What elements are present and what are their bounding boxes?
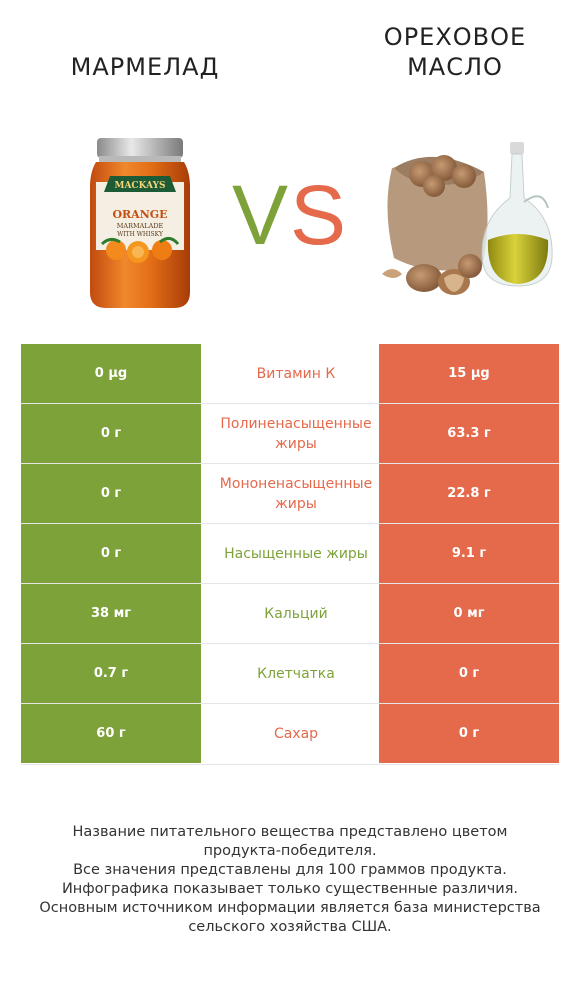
right-value: 0 мг [379, 584, 559, 643]
right-title-line1: ОРЕХОВОЕ [383, 23, 527, 51]
table-row: 38 мг Кальций 0 мг [21, 584, 559, 644]
left-value: 0 г [21, 464, 201, 523]
table-row: 0 µg Витамин К 15 µg [21, 344, 559, 404]
footer-line: Инфографика показывает только существенн… [61, 881, 519, 897]
jar-brand-text: MACKAYS [114, 181, 165, 191]
left-value: 38 мг [21, 584, 201, 643]
table-row: 60 г Сахар 0 г [21, 704, 559, 764]
nutrient-label: Кальций [201, 584, 379, 643]
left-value: 60 г [21, 704, 201, 763]
table-row: 0.7 г Клетчатка 0 г [21, 644, 559, 704]
nutrient-label: Сахар [201, 704, 379, 763]
left-value: 0.7 г [21, 644, 201, 703]
marmalade-jar-image: MACKAYS ORANGE MARMALADE WITH WHISKY [90, 138, 190, 308]
right-value: 9.1 г [379, 524, 559, 583]
left-product-title: МАРМЕЛАД [70, 53, 220, 81]
nutrient-label: Клетчатка [201, 644, 379, 703]
table-row: 0 г Насыщенные жиры 9.1 г [21, 524, 559, 584]
nutrient-label: Мононенасыщенные жиры [201, 464, 379, 523]
left-value: 0 г [21, 404, 201, 463]
footer-line: сельского хозяйства США. [188, 919, 392, 935]
footer-line: Основным источником информации является … [39, 900, 541, 916]
right-value: 15 µg [379, 344, 559, 403]
right-value: 22.8 г [379, 464, 559, 523]
table-row: 0 г Мононенасыщенные жиры 22.8 г [21, 464, 559, 524]
comparison-table: 0 µg Витамин К 15 µg 0 г Полиненасыщенны… [21, 344, 559, 765]
footer-line: продукта-победителя. [203, 843, 377, 859]
left-value: 0 г [21, 524, 201, 583]
versus-label: VS [231, 168, 349, 262]
nutrient-label: Полиненасыщенные жиры [201, 404, 379, 463]
walnut-oil-image [382, 142, 553, 295]
footer-line: Все значения представлены для 100 граммо… [73, 862, 507, 878]
table-row: 0 г Полиненасыщенные жиры 63.3 г [21, 404, 559, 464]
left-value: 0 µg [21, 344, 201, 403]
footer-line: Название питательного вещества представл… [72, 824, 508, 840]
jar-label-line2: MARMALADE [117, 222, 164, 230]
right-value: 63.3 г [379, 404, 559, 463]
jar-label-line1: ORANGE [112, 208, 167, 221]
jar-label-line3: WITH WHISKY [117, 231, 164, 238]
nutrient-label: Насыщенные жиры [201, 524, 379, 583]
right-value: 0 г [379, 644, 559, 703]
footer-notes: Название питательного вещества представл… [20, 823, 560, 937]
right-product-title: ОРЕХОВОЕ МАСЛО [330, 22, 580, 82]
right-title-line2: МАСЛО [407, 53, 503, 81]
nutrient-label: Витамин К [201, 344, 379, 403]
right-value: 0 г [379, 704, 559, 763]
